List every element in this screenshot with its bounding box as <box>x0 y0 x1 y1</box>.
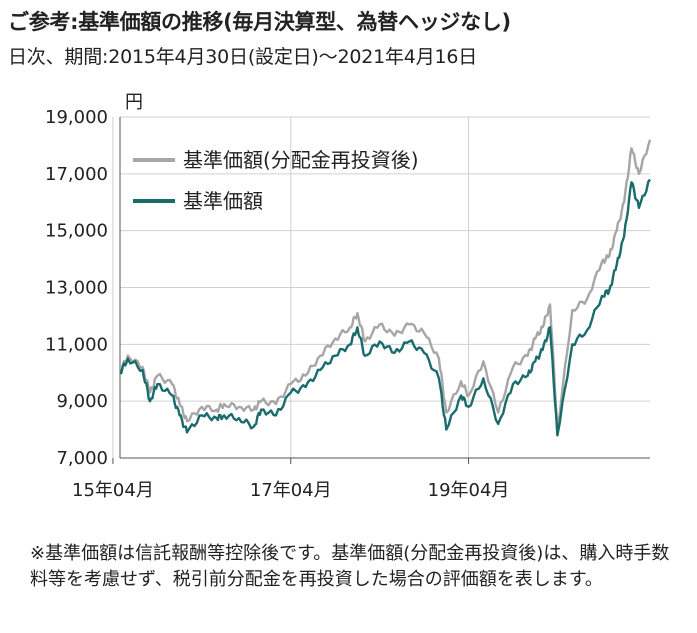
series-lines <box>119 139 652 437</box>
x-tick-label: 17年04月 <box>250 480 332 501</box>
y-tick-label: 11,000 <box>45 334 108 355</box>
series-line-reinvested <box>119 139 652 431</box>
x-tick-labels: 15年04月 17年04月 19年04月 <box>72 480 509 501</box>
chart-subtitle: 日次、期間:2015年4月30日(設定日)〜2021年4月16日 <box>8 46 478 68</box>
y-axis-unit: 円 <box>125 92 143 113</box>
y-tick-label: 9,000 <box>56 391 108 412</box>
legend-label: 基準価額(分配金再投資後) <box>183 148 419 172</box>
footnote: ※基準価額は信託報酬等控除後です。基準価額(分配金再投資後)は、購入時手数料等を… <box>30 543 670 590</box>
y-tick-label: 13,000 <box>45 278 108 299</box>
legend-label: 基準価額 <box>183 189 263 213</box>
y-tick-label: 19,000 <box>45 107 108 128</box>
series-line-nav <box>119 178 651 437</box>
x-tick-label: 15年04月 <box>72 480 154 501</box>
y-tick-labels: 7,000 9,000 11,000 13,000 15,000 17,000 19,000 <box>45 107 108 469</box>
y-tick-label: 17,000 <box>45 164 108 185</box>
x-tick-label: 19年04月 <box>428 480 510 501</box>
y-tick-label: 15,000 <box>45 221 108 242</box>
chart-title: ご参考:基準価額の推移(毎月決算型、為替ヘッジなし) <box>8 10 511 34</box>
y-tick-label: 7,000 <box>56 448 108 469</box>
grid <box>112 116 650 464</box>
legend: 基準価額(分配金再投資後) 基準価額 <box>133 148 419 213</box>
